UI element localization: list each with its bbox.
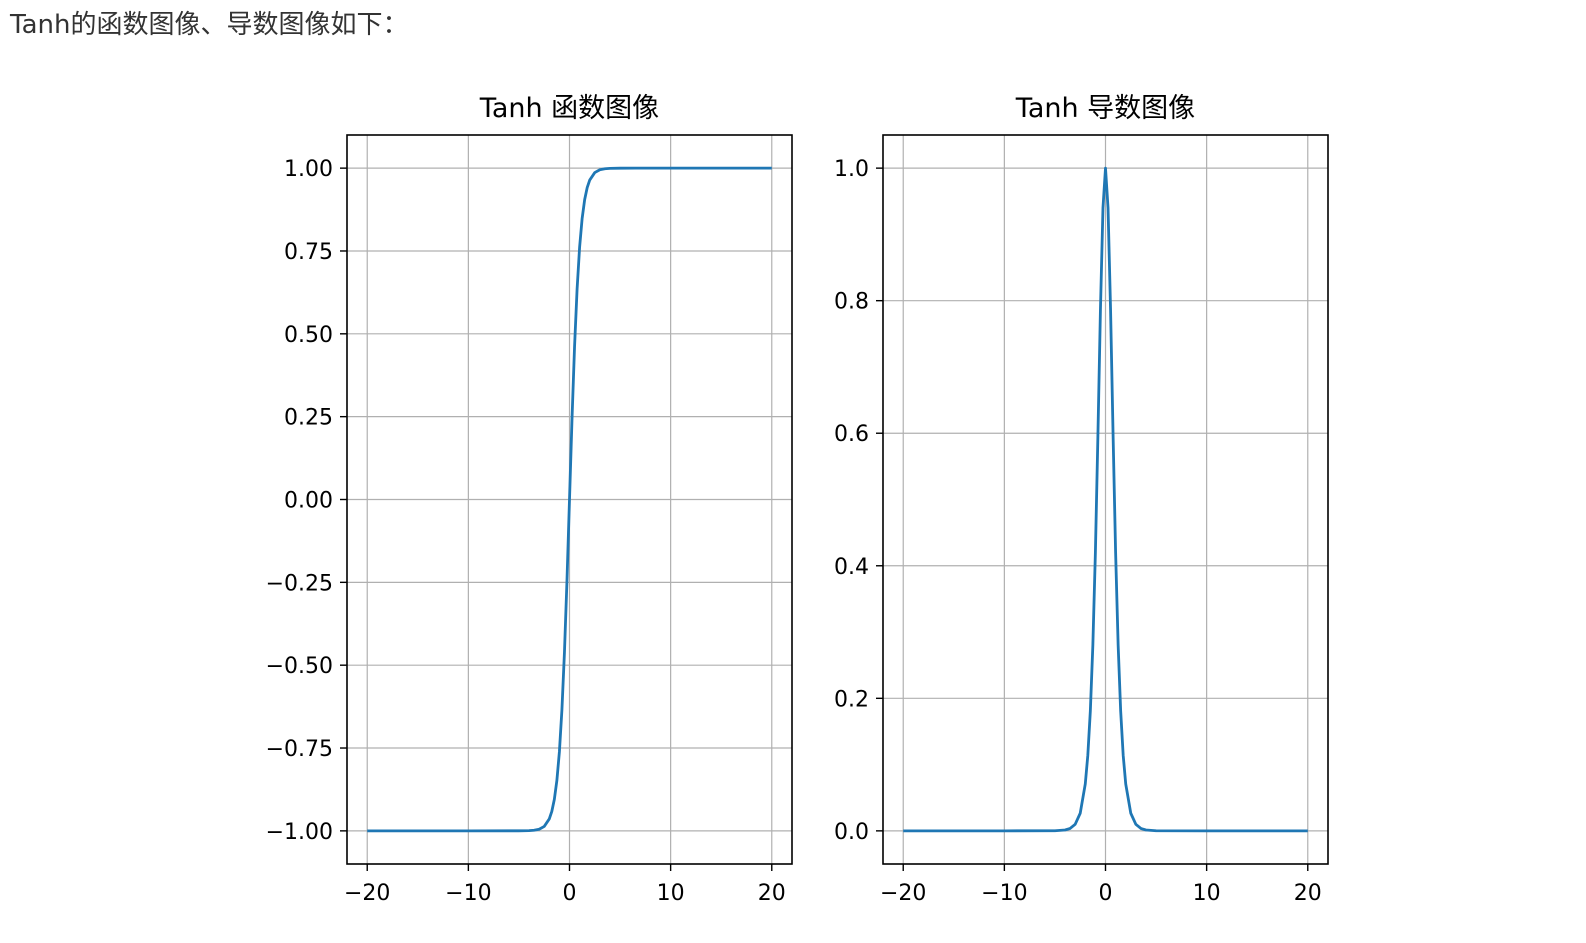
x-tick-label: −10 (981, 881, 1027, 906)
y-tick-label: 0.0 (834, 820, 869, 845)
chart-title: Tanh 函数图像 (479, 93, 659, 124)
y-tick-label: 0.50 (284, 323, 333, 348)
y-tick-label: −1.00 (266, 820, 333, 845)
y-tick-label: −0.75 (266, 737, 333, 762)
y-tick-label: 0.6 (834, 422, 869, 447)
y-tick-label: 0.00 (284, 489, 333, 514)
x-tick-label: 10 (1193, 881, 1221, 906)
y-tick-label: 1.00 (284, 157, 333, 182)
y-tick-label: 0.2 (834, 687, 869, 712)
x-tick-label: 0 (1099, 881, 1113, 906)
y-tick-label: 0.4 (834, 555, 869, 580)
x-tick-label: 20 (1294, 881, 1322, 906)
x-tick-label: 10 (657, 881, 685, 906)
y-tick-label: 0.75 (284, 240, 333, 265)
chart-title: Tanh 导数图像 (1015, 93, 1195, 124)
x-tick-label: 20 (758, 881, 786, 906)
x-tick-label: −10 (445, 881, 491, 906)
y-tick-label: −0.25 (266, 571, 333, 596)
series-line (903, 166, 1308, 833)
series-line (367, 166, 772, 833)
intro-text: Tanh的函数图像、导数图像如下： (10, 10, 409, 40)
x-tick-label: 0 (563, 881, 577, 906)
y-tick-label: −0.50 (266, 654, 333, 679)
tanh-derivative-chart: −20 −10 0 10 20 1.0 0.8 0.6 0.4 0.2 0.0 Tanh 导数图像 (834, 93, 1329, 906)
x-tick-label: −20 (344, 881, 390, 906)
x-tick-label: −20 (880, 881, 926, 906)
y-tick-label: 0.8 (834, 290, 869, 315)
y-tick-label: 1.0 (834, 157, 869, 182)
tanh-function-chart: −20 −10 0 10 20 1.00 0.75 0.50 0.25 0.00 −0.25 −0.5… (266, 93, 793, 906)
y-tick-label: 0.25 (284, 406, 333, 431)
